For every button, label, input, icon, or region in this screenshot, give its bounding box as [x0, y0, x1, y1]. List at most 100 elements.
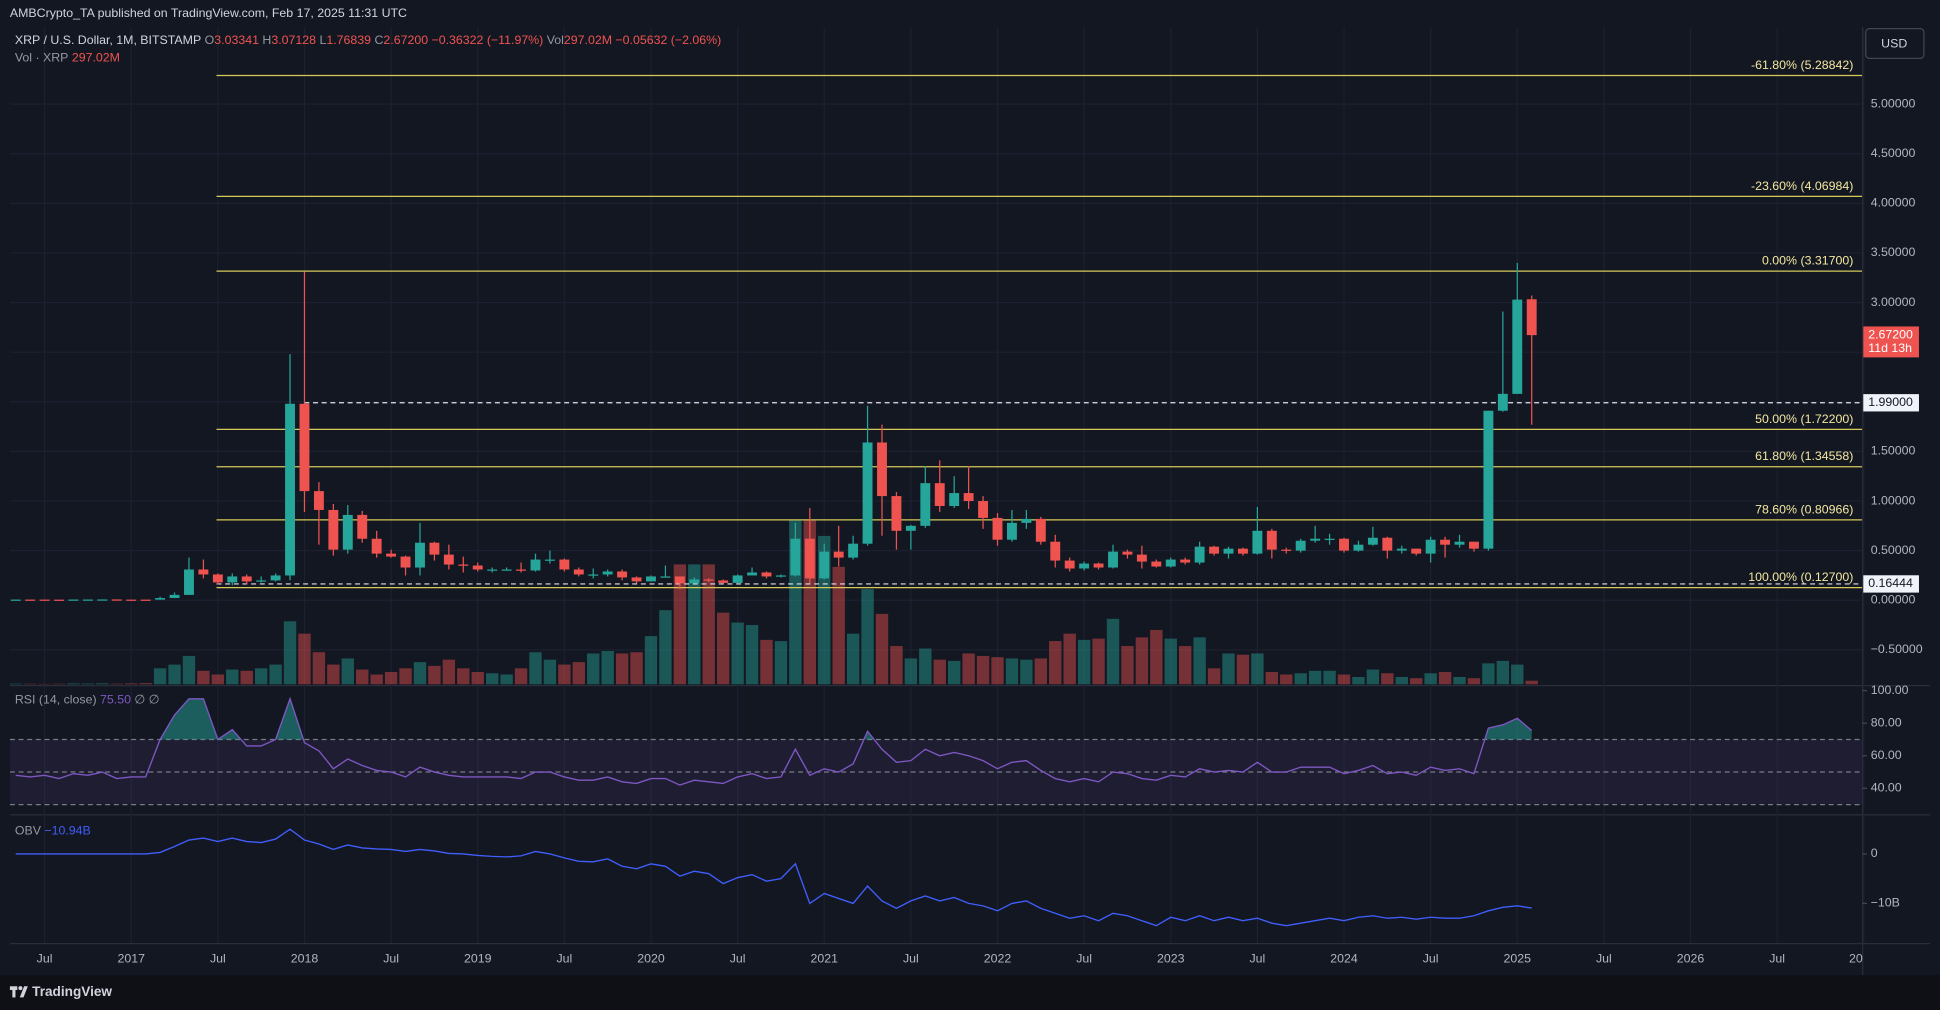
candle-body	[299, 403, 310, 492]
volume-bar	[1179, 646, 1192, 685]
x-tick-label: Jul	[1596, 951, 1612, 965]
last-price-tag	[1863, 326, 1919, 358]
x-tick-label: Jul	[903, 951, 919, 965]
rsi-legend: RSI (14, close) 75.50 ∅ ∅	[15, 693, 160, 707]
currency-button-label[interactable]: USD	[1881, 36, 1907, 50]
legend-change: −0.05632 (−2.06%)	[615, 33, 721, 47]
volume-bar	[861, 589, 874, 685]
candle-body	[487, 569, 498, 571]
legend-value: 3.07128	[271, 33, 316, 47]
candle-body	[674, 576, 685, 584]
candle-body	[1339, 538, 1349, 551]
y-tick-label: 0	[1871, 846, 1878, 860]
volume-bar	[457, 668, 470, 685]
volume-bar	[1106, 618, 1120, 685]
volume-bar	[1323, 670, 1336, 685]
y-tick-label: 1.50000	[1871, 444, 1916, 458]
volume-bar	[558, 664, 571, 685]
legend-letter: Vol	[547, 33, 564, 47]
y-tick-label: 4.50000	[1871, 146, 1916, 160]
fib-level-label: 78.60% (0.80966)	[1755, 502, 1853, 516]
candle-body	[963, 493, 974, 502]
candle-body	[313, 491, 324, 510]
footer-logo-icon	[9, 986, 28, 998]
candle-body	[1324, 538, 1335, 540]
candle-body	[544, 559, 555, 561]
volume-bar	[399, 668, 412, 685]
volume-bar	[1020, 659, 1033, 685]
rsi-value: 75.50	[100, 693, 131, 707]
x-tick-label: Jul	[730, 951, 746, 965]
volume-bar	[139, 683, 152, 685]
volume-bar	[1496, 660, 1510, 685]
volume-bar	[644, 636, 658, 685]
candle-body	[1382, 537, 1393, 551]
obv-pane	[15, 828, 1532, 927]
x-tick-label: 2021	[810, 951, 838, 965]
volume-bar	[197, 670, 210, 685]
volume-bar	[976, 655, 990, 685]
volume-bar	[226, 669, 239, 685]
volume-bar	[774, 641, 788, 685]
candle-body	[25, 599, 36, 601]
candle-body	[1079, 563, 1090, 569]
currency-button[interactable]	[1865, 28, 1925, 59]
logo-part	[19, 986, 28, 998]
candle-body	[1425, 539, 1436, 554]
volume-bar	[1280, 674, 1293, 685]
volume-bar	[1222, 653, 1235, 685]
candle-body	[1440, 539, 1451, 545]
candle-body	[848, 543, 859, 558]
candle-body	[1223, 548, 1234, 554]
logo-part	[12, 990, 16, 998]
volume-bar	[933, 659, 946, 685]
volume-bar	[125, 683, 138, 685]
candle-body	[386, 553, 397, 557]
volume-title: Vol · XRP	[15, 51, 69, 65]
volume-bar	[1092, 638, 1105, 685]
candle-body	[1035, 518, 1046, 542]
fib-level-label: 100.00% (0.12700)	[1748, 570, 1853, 584]
y-tick-label: −0.50000	[1871, 642, 1923, 656]
candle-body	[97, 599, 108, 601]
candle-body	[256, 580, 267, 582]
bar-countdown: 11d 13h	[1868, 341, 1912, 355]
y-tick-label: 80.00	[1871, 715, 1902, 729]
candle-body	[1295, 540, 1306, 551]
candle-body	[357, 514, 368, 539]
volume-bar	[1525, 680, 1538, 685]
volume-bar	[1366, 669, 1380, 685]
volume-bar	[23, 683, 37, 685]
x-tick-label: 2023	[1157, 951, 1185, 965]
volume-bar	[991, 657, 1004, 685]
candle-body	[68, 599, 79, 601]
volume-bar	[716, 612, 730, 685]
volume-bar	[52, 683, 66, 685]
legend-value: 3.03341	[214, 33, 259, 47]
volume-bar	[673, 564, 687, 685]
candle-body	[703, 579, 714, 581]
y-tick-label: 0.50000	[1871, 543, 1916, 557]
volume-value: 297.02M	[72, 51, 120, 65]
volume-bar	[240, 670, 253, 685]
volume-bar	[529, 652, 542, 685]
rsi-extra: ∅ ∅	[134, 693, 159, 707]
candle-body	[198, 569, 209, 575]
volume-bar	[298, 633, 311, 685]
candle-body	[949, 493, 960, 506]
candle-body	[39, 599, 50, 601]
volume-bar	[846, 633, 860, 685]
candle-body	[155, 598, 166, 600]
candle-body	[1021, 518, 1032, 523]
x-tick-label: Jul	[1769, 951, 1785, 965]
candle-body	[285, 403, 295, 576]
volume-bar	[168, 664, 181, 685]
y-tick-label: 1.00000	[1871, 493, 1916, 507]
y-tick-label: −10B	[1871, 896, 1900, 910]
candle-body	[516, 569, 526, 571]
x-tick-label: Jul	[556, 951, 572, 965]
candle-body	[1396, 548, 1407, 551]
candle-body	[819, 551, 830, 579]
volume-bar	[1308, 670, 1322, 685]
